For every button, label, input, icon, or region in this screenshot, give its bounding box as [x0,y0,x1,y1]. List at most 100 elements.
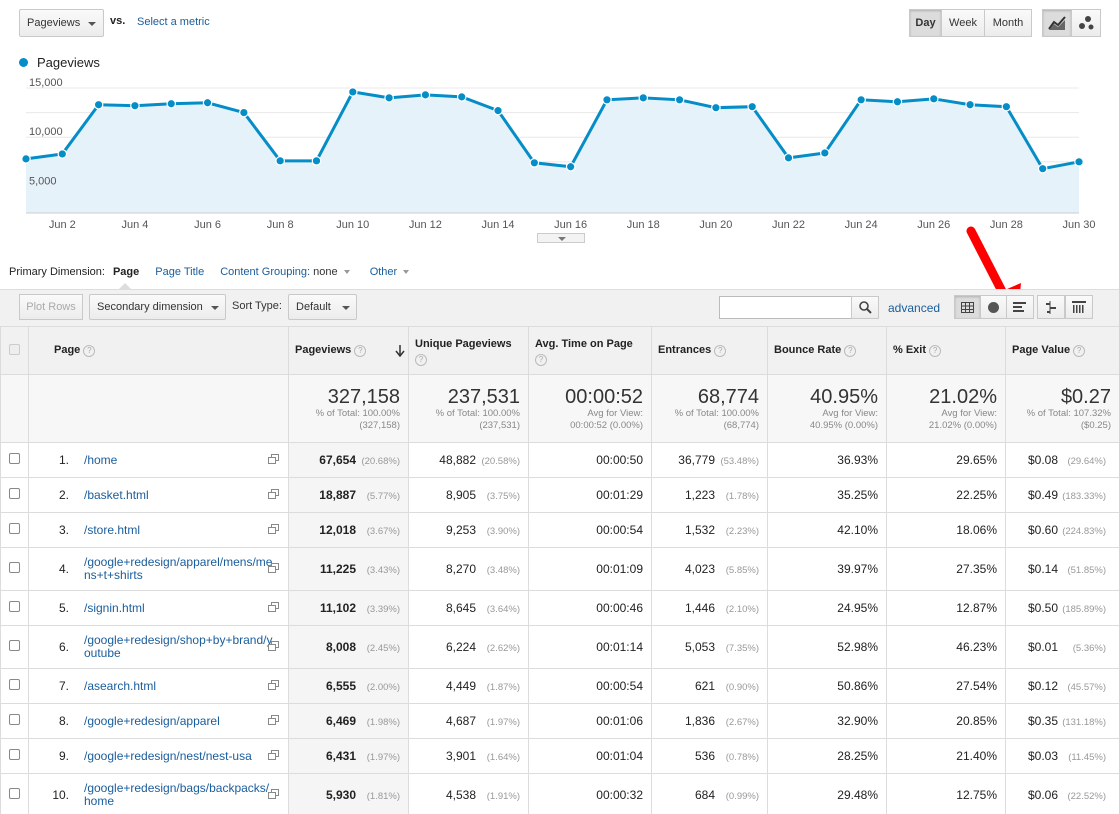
data-point[interactable] [202,97,213,108]
data-point[interactable] [166,98,177,109]
data-point[interactable] [21,154,31,164]
data-point[interactable] [602,95,612,105]
week-button[interactable]: Week [941,9,985,37]
header-page[interactable]: Page ? [28,326,289,375]
open-page-icon[interactable] [268,680,279,690]
help-icon[interactable]: ? [844,344,857,357]
data-point[interactable] [57,149,68,159]
open-page-icon[interactable] [268,750,279,760]
data-point[interactable] [1074,157,1084,167]
data-point[interactable] [384,93,394,103]
data-point[interactable] [928,94,939,104]
data-point[interactable] [965,99,975,110]
view-data-table-button[interactable] [954,295,981,319]
header-page-value[interactable]: Page Value ? [1005,326,1119,375]
chart-collapse-handle[interactable] [537,233,585,243]
data-point[interactable] [783,153,794,163]
row-checkbox[interactable] [9,453,20,464]
view-percentage-button[interactable] [980,295,1007,319]
header-unique-pageviews[interactable]: Unique Pageviews? [408,326,529,375]
page-link[interactable]: /home [84,452,118,467]
data-point[interactable] [856,95,866,105]
advanced-link[interactable]: advanced [888,301,941,315]
row-checkbox[interactable] [9,488,20,499]
help-icon[interactable]: ? [1073,344,1086,357]
row-checkbox[interactable] [9,523,20,534]
plot-rows-button[interactable]: Plot Rows [19,294,83,320]
header-exit[interactable]: % Exit ? [886,326,1006,375]
table-search-input[interactable] [719,296,852,319]
page-link[interactable]: /google+redesign/shop+by+brand/youtube [84,633,273,660]
data-point[interactable] [747,101,758,112]
data-point[interactable] [529,158,540,168]
data-point[interactable] [420,90,431,100]
sort-type-select[interactable]: Default [288,294,357,320]
help-icon[interactable]: ? [535,354,547,367]
view-comparison-button[interactable] [1037,295,1065,319]
row-checkbox[interactable] [9,640,20,651]
secondary-dimension-select[interactable]: Secondary dimension [89,294,226,320]
data-point[interactable] [311,156,322,166]
dimension-other[interactable]: Other [370,266,410,278]
open-page-icon[interactable] [268,524,279,534]
row-checkbox[interactable] [9,788,20,799]
page-link[interactable]: /google+redesign/apparel/mens/mens+t+shi… [84,555,273,582]
data-point[interactable] [1001,101,1012,112]
data-point[interactable] [130,100,140,111]
help-icon[interactable]: ? [83,344,96,357]
metric-select[interactable]: Pageviews [19,9,104,37]
data-point[interactable] [565,161,576,172]
page-link[interactable]: /basket.html [84,487,149,502]
open-page-icon[interactable] [268,602,279,612]
dimension-page-title[interactable]: Page Title [155,266,205,278]
header-entrances[interactable]: Entrances ? [651,326,768,375]
data-point[interactable] [711,102,721,113]
search-button[interactable] [851,296,879,319]
data-point[interactable] [638,93,649,103]
month-button[interactable]: Month [984,9,1032,37]
open-page-icon[interactable] [268,454,279,464]
view-pivot-button[interactable] [1065,295,1093,319]
help-icon[interactable]: ? [415,354,427,367]
page-link[interactable]: /google+redesign/nest/nest-usa [84,748,252,763]
page-link[interactable]: /signin.html [84,600,145,615]
dimension-content-grouping[interactable]: Content Grouping: none [220,266,350,278]
select-metric-link[interactable]: Select a metric [137,16,210,28]
day-button[interactable]: Day [909,9,942,37]
data-point[interactable] [1037,163,1048,174]
help-icon[interactable]: ? [929,344,942,357]
data-point[interactable] [275,156,285,166]
data-point[interactable] [239,107,249,118]
data-point[interactable] [93,99,104,110]
open-page-icon[interactable] [268,789,279,799]
select-all-checkbox[interactable] [9,343,20,355]
open-page-icon[interactable] [268,563,279,573]
row-checkbox[interactable] [9,562,20,573]
page-link[interactable]: /asearch.html [84,678,157,693]
line-chart-button[interactable] [1042,9,1072,37]
view-performance-button[interactable] [1006,295,1034,319]
data-point[interactable] [456,92,467,102]
help-icon[interactable]: ? [354,344,367,357]
data-point[interactable] [820,148,830,158]
row-checkbox[interactable] [9,679,20,690]
page-link[interactable]: /google+redesign/bags/backpacks/home [84,781,270,808]
help-icon[interactable]: ? [714,344,727,357]
row-checkbox[interactable] [9,601,20,612]
motion-chart-button[interactable] [1071,9,1101,37]
header-pageviews[interactable]: Pageviews ? [288,326,409,375]
data-point[interactable] [347,87,358,97]
header-bounce-rate[interactable]: Bounce Rate ? [767,326,887,375]
page-link[interactable]: /google+redesign/apparel [84,713,220,728]
open-page-icon[interactable] [268,489,279,499]
row-checkbox[interactable] [9,714,20,725]
data-point[interactable] [892,96,903,107]
data-point[interactable] [493,105,503,116]
row-checkbox[interactable] [9,749,20,760]
open-page-icon[interactable] [268,641,279,651]
dimension-page[interactable]: Page [112,266,140,278]
header-avg-time[interactable]: Avg. Time on Page? [528,326,652,375]
open-page-icon[interactable] [268,715,279,725]
data-point[interactable] [674,95,685,105]
page-link[interactable]: /store.html [84,522,141,537]
